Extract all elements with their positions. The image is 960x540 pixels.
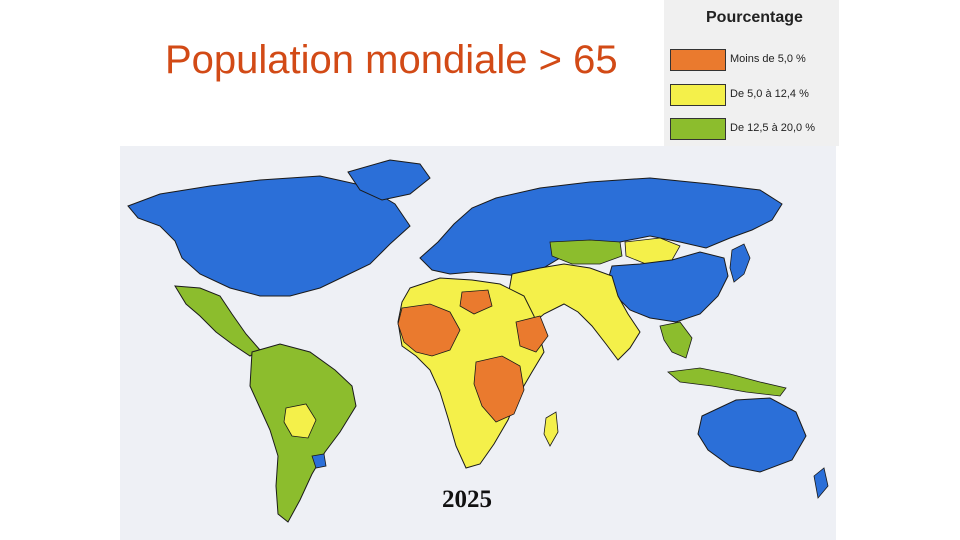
region-mexico-central-america [174,285,261,357]
region-central-east-africa [473,355,525,423]
region-japan [729,243,751,283]
legend-label-below-5: Moins de 5,0 % [730,53,806,65]
slide-title: Population mondiale > 65 [165,38,618,82]
legend-title: Pourcentage [706,9,803,26]
region-indonesia [667,367,787,397]
region-west-africa [397,303,461,357]
world-map-svg [127,159,829,523]
world-map: 2025 [120,146,836,540]
region-uruguay [311,453,327,469]
map-year-label: 2025 [442,486,492,513]
region-madagascar [543,411,559,447]
legend-swatch-orange [670,49,726,71]
region-australia [697,397,807,473]
region-southeast-asia [659,321,693,359]
legend: Pourcentage Moins de 5,0 % De 5,0 à 12,4… [664,0,839,146]
region-canada-usa [127,175,411,297]
legend-label-12-5-to-20: De 12,5 à 20,0 % [730,122,816,134]
region-new-zealand [813,467,829,499]
region-greenland [347,159,431,201]
legend-swatch-green [670,118,726,140]
region-north-africa-orange [459,289,493,315]
region-horn-of-africa [515,315,549,353]
region-central-asia [549,239,623,265]
legend-label-5-to-12-4: De 5,0 à 12,4 % [730,88,809,100]
region-europe-russia [419,177,783,277]
region-bolivia [283,403,317,439]
legend-swatch-yellow [670,84,726,106]
